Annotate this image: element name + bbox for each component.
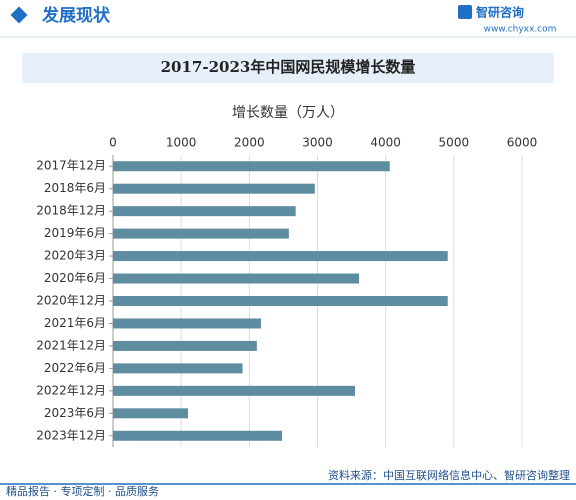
- bar: [113, 251, 448, 262]
- footer-source: 资料来源：中国互联网络信息中心、智研咨询整理: [328, 468, 570, 482]
- bar: [113, 296, 448, 306]
- x-tick-label: 6000: [507, 136, 538, 150]
- bar: [113, 363, 243, 374]
- footer-left: 精品报告 · 专项定制 · 品质服务: [6, 484, 159, 498]
- y-tick-label: 2022年12月: [36, 383, 106, 397]
- bar: [113, 408, 188, 419]
- x-tick-label: 5000: [439, 136, 470, 150]
- y-tick-label: 2018年12月: [36, 204, 106, 218]
- x-tick-label: 1000: [166, 136, 197, 150]
- y-tick-label: 2023年12月: [36, 428, 106, 442]
- y-tick-label: 2022年6月: [44, 361, 106, 375]
- logo-url: www.chyxx.com: [484, 25, 557, 35]
- y-tick-label: 2021年12月: [36, 338, 106, 352]
- logo-icon: [458, 5, 472, 19]
- bar: [113, 228, 289, 239]
- bar: [113, 161, 390, 172]
- y-tick-label: 2020年3月: [44, 249, 106, 263]
- bar: [113, 273, 360, 284]
- x-tick-label: 3000: [302, 136, 333, 150]
- logo-text: 智研咨询: [475, 5, 524, 20]
- header-title: 发展现状: [41, 5, 111, 26]
- y-tick-label: 2020年12月: [36, 294, 106, 308]
- x-tick-label: 4000: [370, 136, 401, 150]
- title-bar: [22, 53, 554, 83]
- x-axis-label: 增长数量（万人）: [232, 105, 344, 121]
- bar: [113, 318, 261, 329]
- bar: [113, 340, 257, 351]
- y-tick-label: 2017年12月: [36, 159, 106, 173]
- bar: [113, 206, 296, 217]
- bar: [113, 385, 355, 396]
- y-tick-label: 2023年6月: [44, 406, 106, 420]
- bar: [113, 430, 283, 441]
- y-tick-label: 2018年6月: [44, 181, 106, 195]
- x-tick-label: 0: [109, 136, 117, 150]
- x-tick-label: 2000: [234, 136, 265, 150]
- y-tick-label: 2019年6月: [44, 226, 106, 240]
- bar: [113, 183, 315, 194]
- y-tick-label: 2021年6月: [44, 316, 106, 330]
- y-tick-label: 2020年6月: [44, 271, 106, 285]
- plot: 0 1000 2000 3000 4000 5000 6000 2017年12月 2018年6月…: [36, 136, 538, 447]
- chart-title: 2017-2023年中国网民规模增长数量: [161, 58, 416, 76]
